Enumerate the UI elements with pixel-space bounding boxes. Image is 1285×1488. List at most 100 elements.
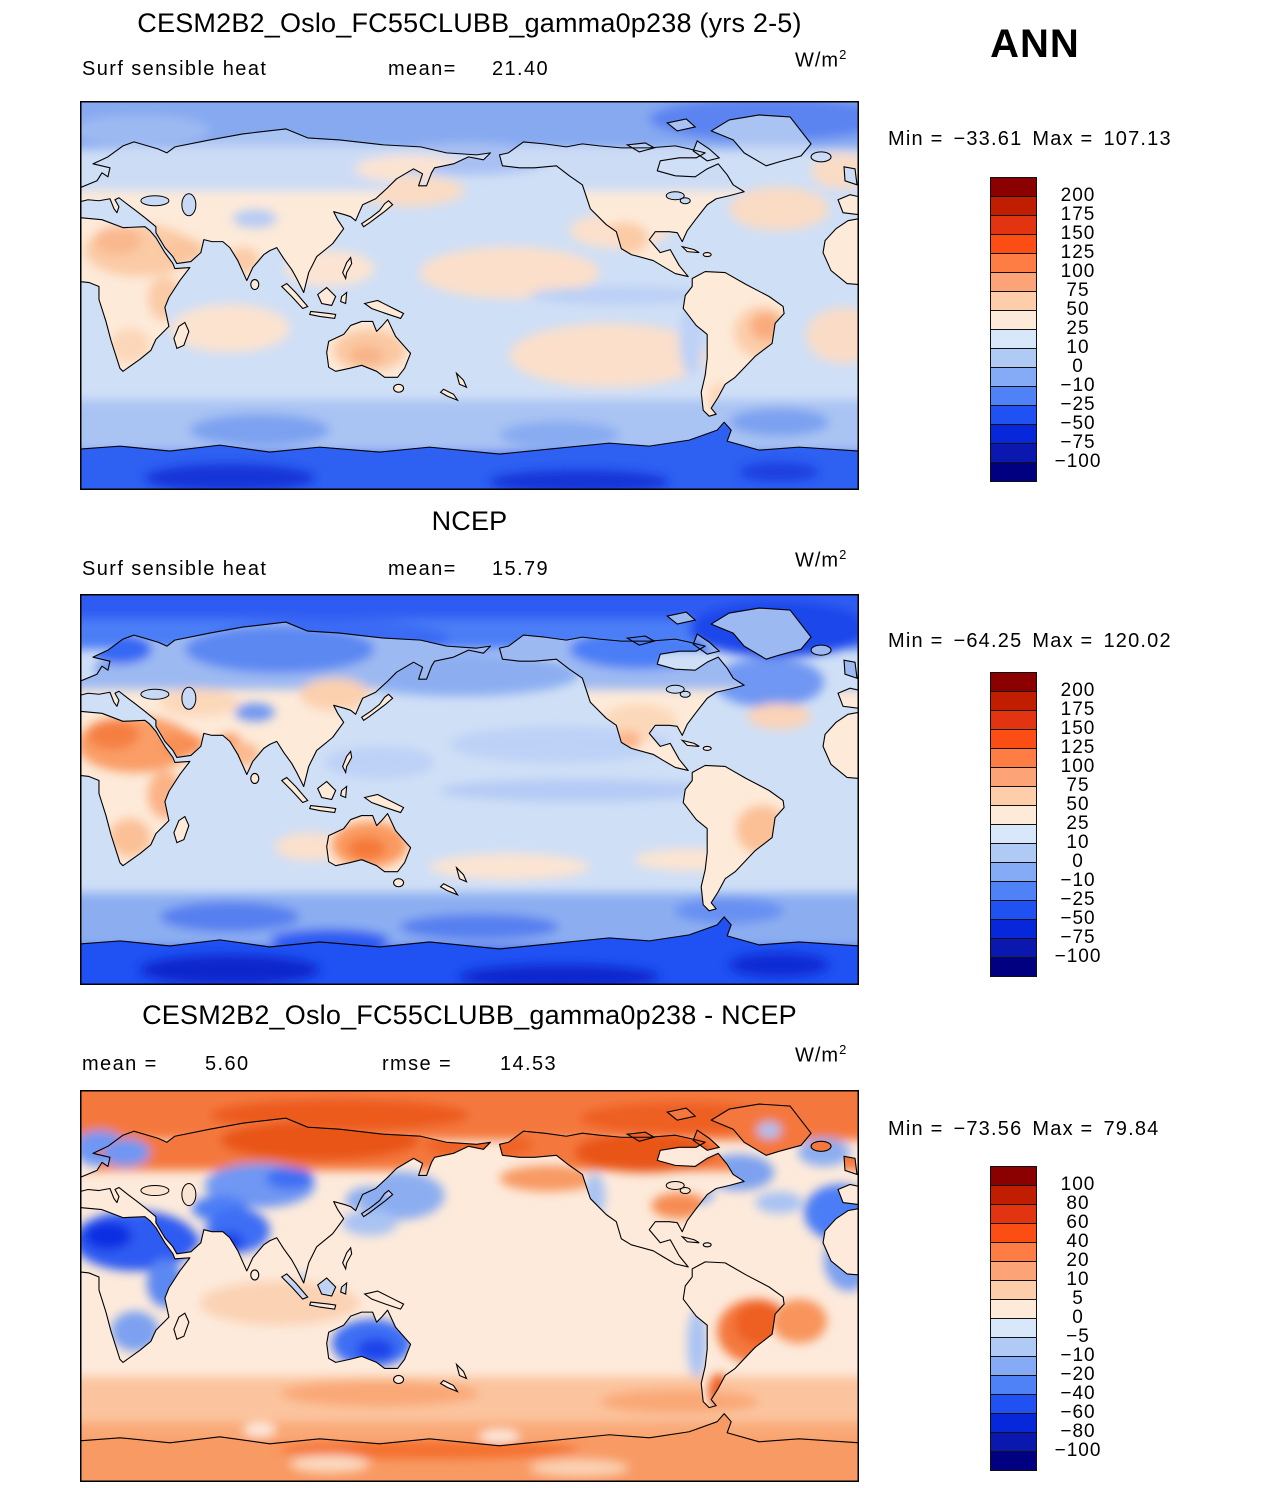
colorbar-tick-label: 40 (1066, 1231, 1090, 1252)
colorbar-tick-label: 150 (1060, 718, 1096, 739)
colorbar-cell (990, 710, 1037, 730)
colorbar-cell (990, 1223, 1037, 1243)
colorbar-cell (990, 272, 1037, 292)
colorbar-cell (990, 1356, 1037, 1376)
colorbar-cell (990, 1394, 1037, 1414)
colorbar-cell (990, 1432, 1037, 1452)
min-label: Min = (888, 630, 944, 652)
colorbar-cell (990, 329, 1037, 349)
colorbar-tick-label: 80 (1066, 1193, 1090, 1214)
colorbar-tick-label: −5 (1066, 1326, 1090, 1347)
colorbar-tick-label: 125 (1060, 737, 1096, 758)
panel1-minmax: Min = −33.61 Max = 107.13 (888, 128, 1172, 151)
map-frame (80, 1090, 859, 1482)
colorbar-cell (990, 938, 1037, 958)
colorbar-cell (990, 462, 1037, 482)
colorbar-tick-label: 150 (1060, 223, 1096, 244)
panel3-rmse-value: 14.53 (500, 1053, 558, 1075)
colorbar-cell (990, 1280, 1037, 1300)
max-label: Max = (1032, 630, 1094, 652)
panel2-mean-value: 15.79 (492, 558, 550, 580)
colorbar-tick-label: 50 (1066, 299, 1090, 320)
colorbar-cell (990, 348, 1037, 368)
colorbar-tick-label: 60 (1066, 1212, 1090, 1233)
map-ncep (80, 594, 859, 985)
map-diff (80, 1090, 859, 1482)
colorbar-cell (990, 310, 1037, 330)
panel2-minmax: Min = −64.25 Max = 120.02 (888, 630, 1172, 653)
colorbar-cell (990, 748, 1037, 768)
colorbar-tick-label: 100 (1060, 261, 1096, 282)
colorbar-tick-label: 10 (1066, 1269, 1090, 1290)
map-model (80, 101, 859, 490)
min-label: Min = (888, 1118, 944, 1140)
colorbar-cell (990, 767, 1037, 787)
colorbar-diff: 100 80 60 40 20 10 5 0 −5 −10 −20 −40 −60 −80 −100 (990, 1166, 1120, 1472)
max-value: 107.13 (1103, 128, 1172, 150)
colorbar-cell (990, 729, 1037, 749)
panel2-mean-label: mean= (388, 558, 457, 580)
colorbar-cell (990, 691, 1037, 711)
panel3-mean-value: 5.60 (205, 1053, 250, 1075)
colorbar-tick-label: −75 (1060, 927, 1096, 948)
colorbar-cell (990, 443, 1037, 463)
colorbar-cell (990, 862, 1037, 882)
colorbar-tick-label: 75 (1066, 280, 1090, 301)
colorbar-tick-label: 100 (1060, 1174, 1096, 1195)
colorbar-cell (990, 1185, 1037, 1205)
colorbar-ncep: 200 175 150 125 100 75 50 25 10 0 −10 −25 −50 −75 −100 (990, 672, 1120, 978)
colorbar-cell (990, 1337, 1037, 1357)
season-label: ANN (990, 22, 1080, 66)
colorbar-tick-label: 50 (1066, 794, 1090, 815)
colorbar-cell (990, 843, 1037, 863)
colorbar-cell (990, 196, 1037, 216)
panel1-units: W/m2 (795, 47, 848, 72)
colorbar-cell (990, 1451, 1037, 1471)
panel2-title: NCEP (431, 506, 508, 536)
colorbar-tick-label: 10 (1066, 337, 1090, 358)
min-value: −33.61 (953, 128, 1023, 150)
colorbar-tick-label: −10 (1060, 375, 1096, 396)
colorbar-tick-label: 25 (1066, 813, 1090, 834)
colorbar-tick-label: −20 (1060, 1364, 1096, 1385)
colorbar-cell (990, 177, 1037, 197)
colorbar-cell (990, 900, 1037, 920)
panel1-title: CESM2B2_Oslo_FC55CLUBB_gamma0p238 (yrs 2… (137, 8, 802, 38)
max-value: 79.84 (1103, 1118, 1160, 1140)
panel1-mean-label: mean= (388, 58, 457, 80)
colorbar-cell (990, 672, 1037, 692)
colorbar-cell (990, 215, 1037, 235)
colorbar-tick-label: −75 (1060, 432, 1096, 453)
colorbar-cell (990, 234, 1037, 254)
min-label: Min = (888, 128, 944, 150)
max-label: Max = (1032, 128, 1094, 150)
colorbar-tick-label: −100 (1054, 1440, 1102, 1461)
colorbar-tick-label: 75 (1066, 775, 1090, 796)
colorbar-cell (990, 424, 1037, 444)
panel1-mean-value: 21.40 (492, 58, 550, 80)
colorbar-cell (990, 805, 1037, 825)
colorbar-tick-label: 25 (1066, 318, 1090, 339)
max-label: Max = (1032, 1118, 1094, 1140)
colorbar-tick-label: 10 (1066, 832, 1090, 853)
panel3-title: CESM2B2_Oslo_FC55CLUBB_gamma0p238 - NCEP (142, 1000, 797, 1030)
min-value: −73.56 (953, 1118, 1023, 1140)
colorbar-tick-label: 200 (1060, 680, 1096, 701)
colorbar-cell (990, 919, 1037, 939)
colorbar-tick-label: 175 (1060, 699, 1096, 720)
colorbar-cell (990, 1261, 1037, 1281)
colorbar-cell (990, 1242, 1037, 1262)
colorbar-tick-label: 20 (1066, 1250, 1090, 1271)
colorbar-tick-label: −10 (1060, 1345, 1096, 1366)
colorbar-tick-label: −25 (1060, 394, 1096, 415)
colorbar-tick-label: 175 (1060, 204, 1096, 225)
colorbar-cell (990, 824, 1037, 844)
colorbar-tick-label: −25 (1060, 889, 1096, 910)
colorbar-cell (990, 957, 1037, 977)
colorbar-tick-label: 125 (1060, 242, 1096, 263)
colorbar-cell (990, 405, 1037, 425)
colorbar-tick-label: 100 (1060, 756, 1096, 777)
colorbar-tick-label: 0 (1072, 851, 1084, 872)
map-frame (80, 594, 859, 985)
